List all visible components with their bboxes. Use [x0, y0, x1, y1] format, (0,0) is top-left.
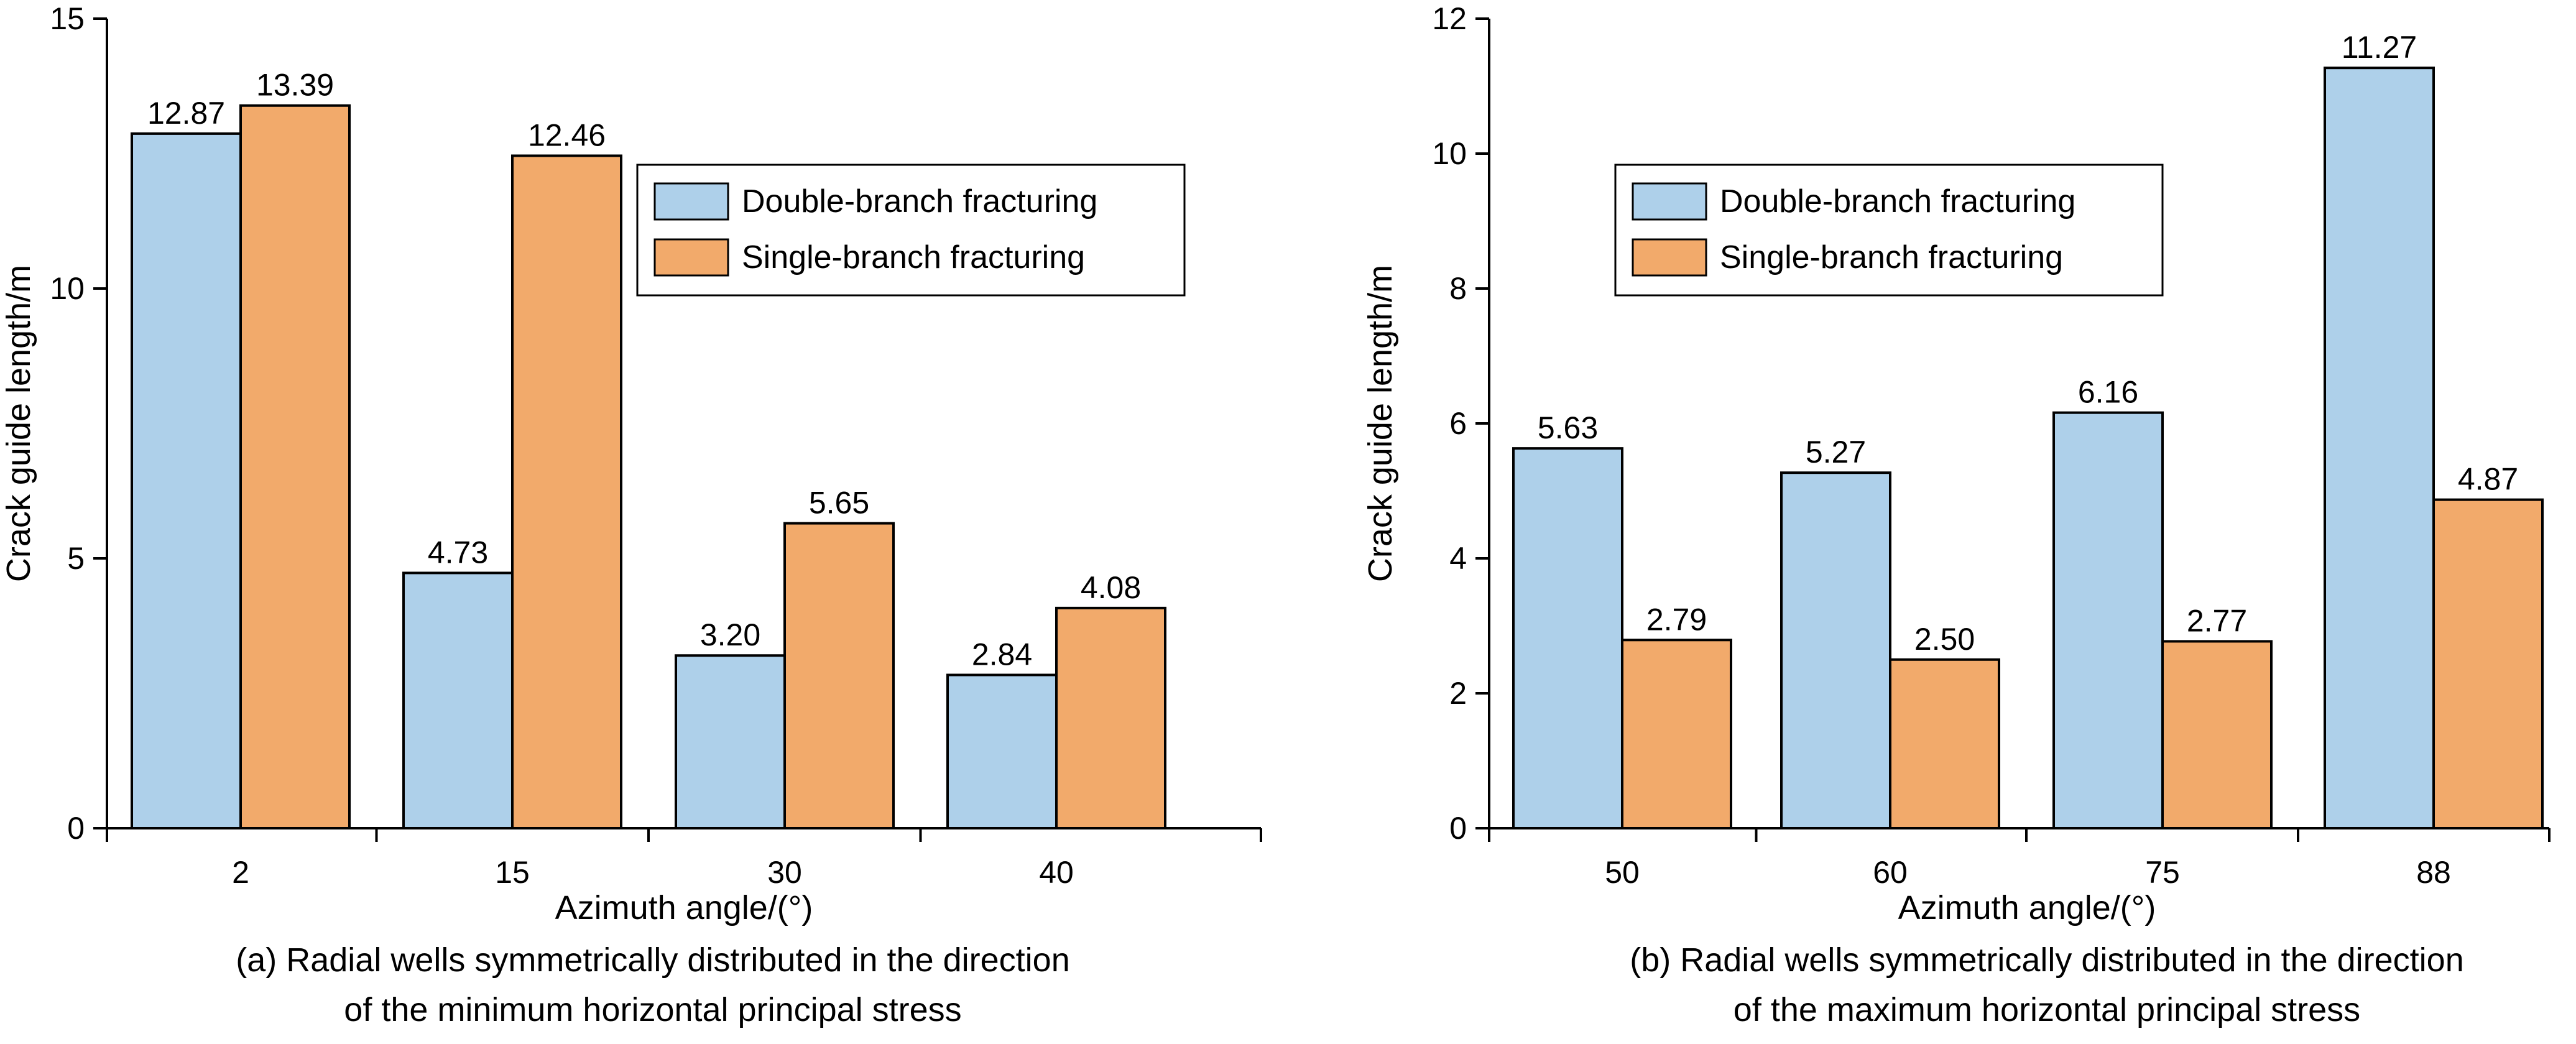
- y-tick-label: 4: [1449, 541, 1467, 576]
- y-tick-label: 0: [67, 811, 85, 846]
- x-axis-label: Azimuth angle/(°): [555, 889, 813, 926]
- value-label-single-88: 4.87: [2458, 462, 2518, 497]
- caption-line: of the minimum horizontal principal stre…: [344, 991, 961, 1028]
- x-tick-label: 88: [2416, 855, 2451, 890]
- bar-double-50: [1512, 447, 1623, 829]
- value-label-double-2: 12.87: [147, 96, 225, 131]
- value-label-single-60: 2.50: [1914, 622, 1975, 657]
- bar-single-75: [2161, 640, 2273, 829]
- x-tick-label: 15: [495, 855, 530, 890]
- value-label-single-2: 13.39: [256, 68, 334, 103]
- y-tick-label: 5: [67, 541, 85, 576]
- value-label-single-30: 5.65: [809, 486, 869, 520]
- bar-double-88: [2324, 67, 2435, 830]
- y-tick-label: 10: [1432, 136, 1467, 171]
- caption-line: (b) Radial wells symmetrically distribut…: [1630, 941, 2463, 979]
- bar-single-15: [511, 154, 622, 829]
- y-tick-label: 8: [1449, 271, 1467, 306]
- y-tick-label: 12: [1432, 1, 1467, 36]
- bar-double-15: [402, 571, 514, 829]
- x-tick-label: 50: [1605, 855, 1640, 890]
- y-tick-label: 10: [50, 271, 85, 306]
- y-tick-label: 0: [1449, 811, 1467, 846]
- value-label-double-30: 3.20: [700, 617, 760, 652]
- x-tick-label: 40: [1039, 855, 1074, 890]
- value-label-double-50: 5.63: [1538, 410, 1598, 445]
- bar-single-40: [1055, 606, 1166, 830]
- legend-swatch-single: [653, 238, 729, 277]
- value-label-double-15: 4.73: [428, 535, 488, 570]
- x-axis-label: Azimuth angle/(°): [1898, 889, 2156, 926]
- y-tick-label: 15: [50, 1, 85, 36]
- value-label-single-15: 12.46: [528, 118, 606, 152]
- legend-label-double: Double-branch fracturing: [1720, 183, 2075, 219]
- bar-single-60: [1889, 658, 2000, 829]
- y-axis-label: Crack guide length/m: [1362, 265, 1399, 582]
- value-label-double-60: 5.27: [1806, 435, 1866, 469]
- bar-single-30: [783, 522, 895, 830]
- legend-swatch-double: [653, 182, 729, 221]
- bar-single-50: [1621, 639, 1732, 830]
- bar-single-2: [239, 104, 351, 829]
- value-label-single-40: 4.08: [1081, 570, 1141, 605]
- value-label-single-75: 2.77: [2187, 603, 2247, 638]
- y-axis-label: Crack guide length/m: [0, 265, 37, 582]
- value-label-double-40: 2.84: [972, 637, 1032, 672]
- legend-swatch-single: [1632, 238, 1707, 277]
- bar-double-2: [131, 132, 242, 829]
- bar-double-40: [946, 673, 1058, 830]
- legend-label-single: Single-branch fracturing: [742, 239, 1085, 275]
- x-tick-label: 30: [767, 855, 802, 890]
- x-tick-label: 75: [2145, 855, 2180, 890]
- caption-line: (a) Radial wells symmetrically distribut…: [236, 941, 1069, 979]
- legend-label-single: Single-branch fracturing: [1720, 239, 2063, 275]
- value-label-single-50: 2.79: [1646, 602, 1707, 637]
- caption-line: of the maximum horizontal principal stre…: [1733, 991, 2360, 1028]
- y-tick-label: 6: [1449, 406, 1467, 441]
- legend-label-double: Double-branch fracturing: [742, 183, 1097, 219]
- chart-a: 12.87 13.39 4.73 12.46 3.20 5.65 2.84 4.08 0 5 10 1…: [0, 1, 1262, 1028]
- value-label-double-75: 6.16: [2078, 375, 2138, 410]
- x-tick-label: 60: [1873, 855, 1908, 890]
- bar-single-88: [2432, 498, 2544, 829]
- chart-b: 5.63 2.79 5.27 2.50 6.16 2.77 11.27 4.87 0 2 4 6 8 10…: [1362, 1, 2551, 1028]
- y-tick-label: 2: [1449, 676, 1467, 711]
- value-label-double-88: 11.27: [2342, 30, 2417, 65]
- bar-double-75: [2052, 411, 2164, 829]
- bar-double-30: [675, 654, 786, 829]
- bar-double-60: [1780, 471, 1891, 829]
- legend-swatch-double: [1632, 182, 1707, 221]
- x-tick-label: 2: [232, 855, 249, 890]
